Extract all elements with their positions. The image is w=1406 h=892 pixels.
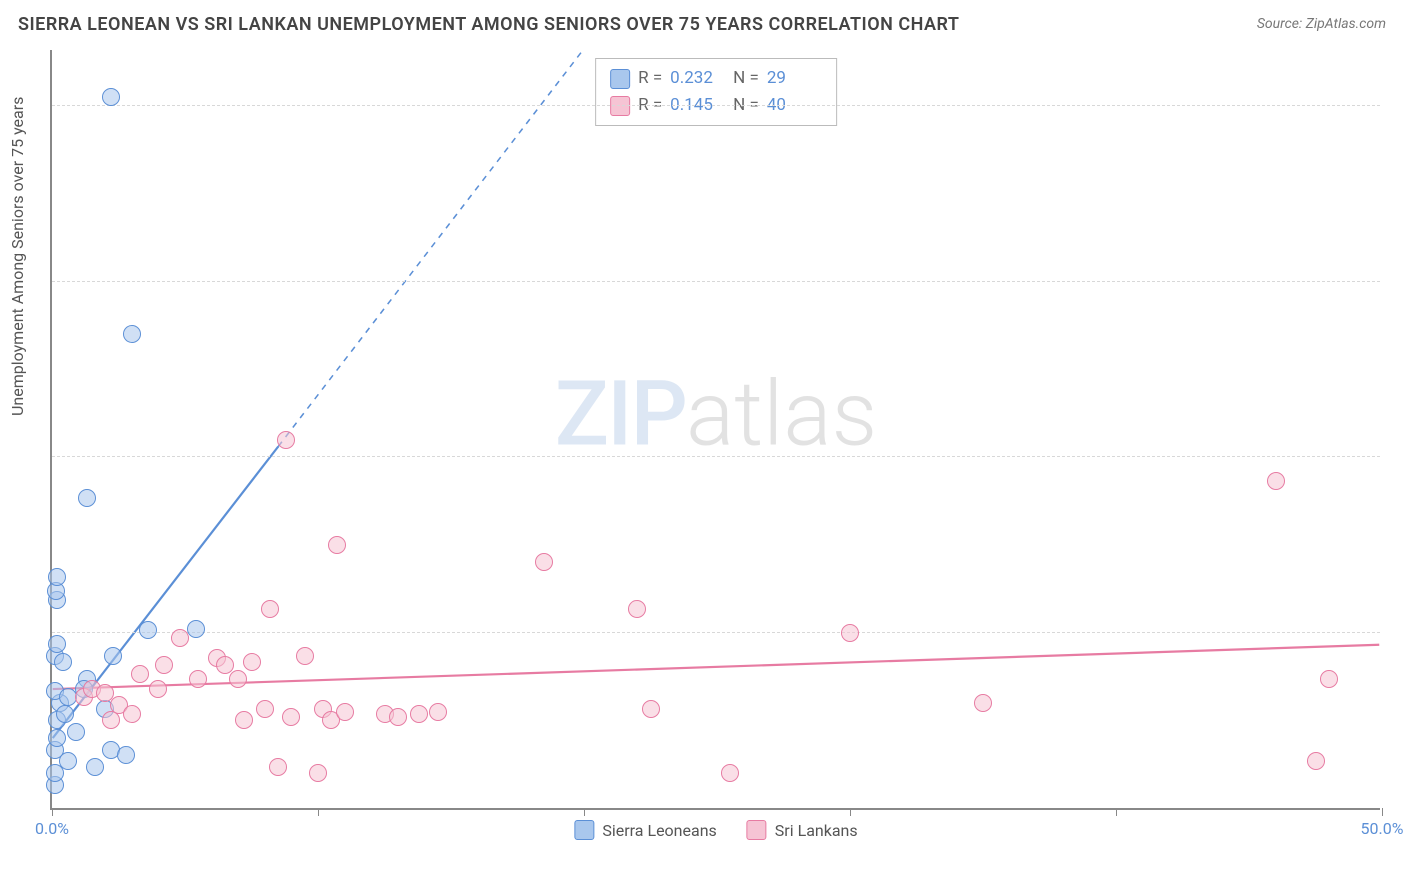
x-tick	[52, 808, 53, 816]
data-point	[189, 670, 207, 688]
stats-box: R = 0.232 N = 29 R = 0.145 N = 40	[595, 58, 837, 126]
data-point	[328, 536, 346, 554]
data-point	[86, 758, 104, 776]
data-point	[429, 703, 447, 721]
legend-item-0: Sierra Leoneans	[574, 820, 716, 840]
x-tick	[584, 808, 585, 816]
data-point	[155, 656, 173, 674]
data-point	[841, 624, 859, 642]
data-point	[131, 665, 149, 683]
data-point	[974, 694, 992, 712]
data-point	[59, 752, 77, 770]
data-point	[1267, 472, 1285, 490]
data-point	[277, 431, 295, 449]
data-point	[123, 705, 141, 723]
plot-area: ZIPatlas R = 0.232 N = 29 R = 0.145 N = …	[50, 50, 1380, 810]
gridline	[52, 281, 1380, 282]
x-tick	[1382, 808, 1383, 816]
data-point	[102, 88, 120, 106]
n-value-0: 29	[767, 65, 822, 92]
data-point	[721, 764, 739, 782]
legend-label-1: Sri Lankans	[775, 821, 858, 840]
data-point	[171, 629, 189, 647]
gridline	[52, 456, 1380, 457]
data-point	[1307, 752, 1325, 770]
x-tick-label: 0.0%	[35, 819, 69, 838]
x-tick	[850, 808, 851, 816]
legend-item-1: Sri Lankans	[747, 820, 858, 840]
gridline	[52, 105, 1380, 106]
data-point	[642, 700, 660, 718]
data-point	[149, 680, 167, 698]
data-point	[216, 656, 234, 674]
data-point	[1320, 670, 1338, 688]
data-point	[117, 746, 135, 764]
data-point	[309, 764, 327, 782]
y-tick-label: 30.0%	[1390, 448, 1406, 467]
y-tick-label: 15.0%	[1390, 623, 1406, 642]
stats-row-series-0: R = 0.232 N = 29	[610, 65, 822, 92]
y-axis-label: Unemployment Among Seniors over 75 years	[8, 97, 27, 416]
data-point	[229, 670, 247, 688]
data-point	[628, 600, 646, 618]
data-point	[389, 708, 407, 726]
data-point	[104, 647, 122, 665]
watermark: ZIPatlas	[555, 361, 878, 466]
x-tick	[1116, 808, 1117, 816]
legend-swatch-0	[574, 820, 594, 840]
source-name: ZipAtlas.com	[1306, 16, 1386, 32]
data-point	[282, 708, 300, 726]
source-credit: Source: ZipAtlas.com	[1257, 16, 1386, 32]
n-label-0: N =	[733, 65, 759, 92]
data-point	[261, 600, 279, 618]
legend-label-0: Sierra Leoneans	[602, 821, 716, 840]
data-point	[296, 647, 314, 665]
x-tick	[318, 808, 319, 816]
data-point	[139, 621, 157, 639]
watermark-zip: ZIP	[555, 361, 686, 466]
watermark-atlas: atlas	[686, 361, 877, 466]
data-point	[535, 553, 553, 571]
r-value-0: 0.232	[670, 65, 725, 92]
r-label-0: R =	[638, 65, 662, 92]
data-point	[187, 620, 205, 638]
data-point	[48, 635, 66, 653]
swatch-series-0	[610, 69, 630, 89]
data-point	[54, 653, 72, 671]
y-tick-label: 60.0%	[1390, 97, 1406, 116]
data-point	[256, 700, 274, 718]
data-point	[410, 705, 428, 723]
y-tick-label: 45.0%	[1390, 272, 1406, 291]
data-point	[78, 489, 96, 507]
data-point	[269, 758, 287, 776]
data-point	[235, 711, 253, 729]
legend-swatch-1	[747, 820, 767, 840]
x-tick-label: 50.0%	[1361, 819, 1404, 838]
data-point	[48, 568, 66, 586]
trend-lines	[52, 50, 1380, 808]
data-point	[48, 729, 66, 747]
legend: Sierra Leoneans Sri Lankans	[574, 820, 857, 840]
data-point	[336, 703, 354, 721]
data-point	[123, 325, 141, 343]
gridline	[52, 632, 1380, 633]
data-point	[243, 653, 261, 671]
chart-title: SIERRA LEONEAN VS SRI LANKAN UNEMPLOYMEN…	[18, 14, 959, 35]
data-point	[56, 705, 74, 723]
source-label: Source:	[1257, 16, 1302, 32]
data-point	[67, 723, 85, 741]
